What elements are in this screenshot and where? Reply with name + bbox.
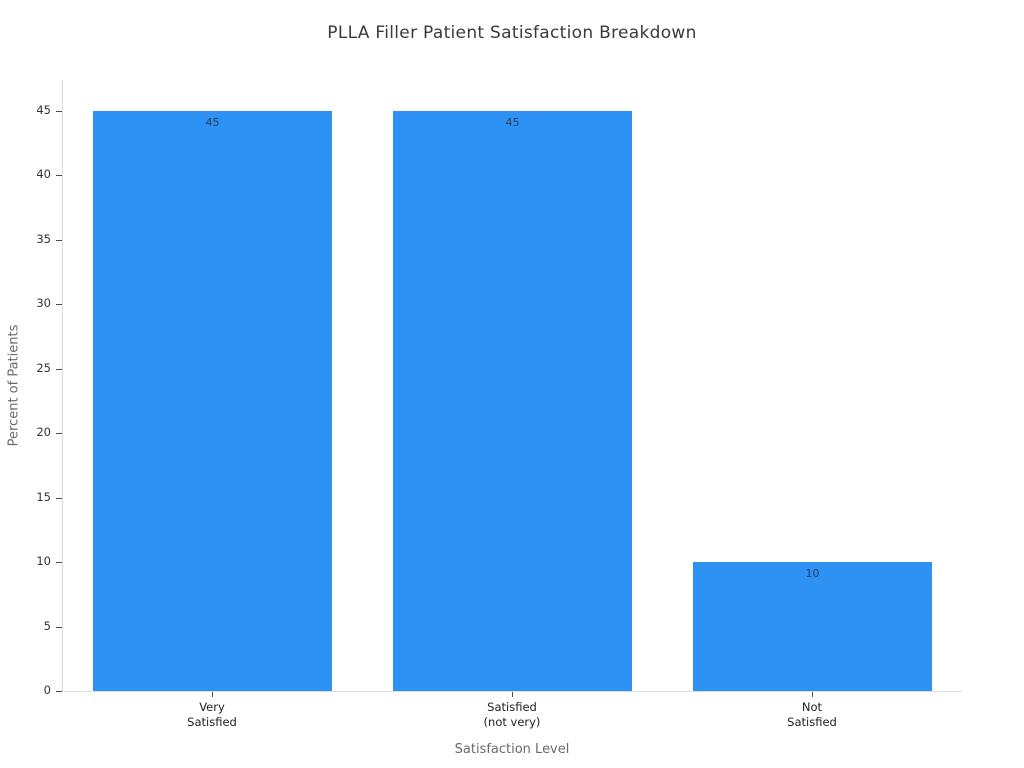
x-category-label-line: Very (199, 700, 225, 714)
x-category-label: Very Satisfied (102, 700, 322, 730)
bar (693, 562, 932, 691)
bar-value-label: 10 (805, 567, 820, 580)
x-category-label-line: Satisfied (487, 700, 537, 714)
y-tick-label: 10 (36, 554, 51, 568)
x-tick-mark (212, 692, 213, 697)
y-tick-label: 15 (36, 490, 51, 504)
x-category-label-line: Satisfied (187, 715, 237, 729)
y-tick-mark (56, 627, 62, 628)
y-tick-label: 40 (36, 167, 51, 181)
bar-value-label: 45 (505, 116, 520, 129)
x-category-label: Not Satisfied (702, 700, 922, 730)
y-tick-label: 35 (36, 232, 51, 246)
y-tick-mark (56, 304, 62, 305)
y-tick-label: 5 (43, 619, 51, 633)
x-tick-mark (512, 692, 513, 697)
y-tick-mark (56, 240, 62, 241)
bar-value-label: 45 (205, 116, 220, 129)
y-tick-label: 30 (36, 296, 51, 310)
y-tick-mark (56, 433, 62, 434)
y-tick-mark (56, 175, 62, 176)
x-category-label-line: (not very) (483, 715, 541, 729)
y-tick-label: 45 (36, 103, 51, 117)
x-category-label-line: Not (801, 700, 823, 714)
y-tick-label: 25 (36, 361, 51, 375)
y-tick-mark (56, 498, 62, 499)
chart-title: PLLA Filler Patient Satisfaction Breakdo… (327, 23, 697, 43)
x-axis-line (62, 691, 962, 692)
y-tick-label: 0 (43, 683, 51, 697)
y-axis-line (62, 80, 63, 691)
y-tick-label: 20 (36, 425, 51, 439)
x-category-label-line: Satisfied (787, 715, 837, 729)
y-tick-mark (56, 111, 62, 112)
bar (393, 111, 632, 691)
y-tick-mark (56, 369, 62, 370)
bar (93, 111, 332, 691)
y-tick-mark (56, 562, 62, 563)
x-axis-title: Satisfaction Level (454, 742, 570, 757)
x-category-label: Satisfied (not very) (402, 700, 622, 730)
x-tick-mark (812, 692, 813, 697)
y-tick-mark (56, 691, 62, 692)
